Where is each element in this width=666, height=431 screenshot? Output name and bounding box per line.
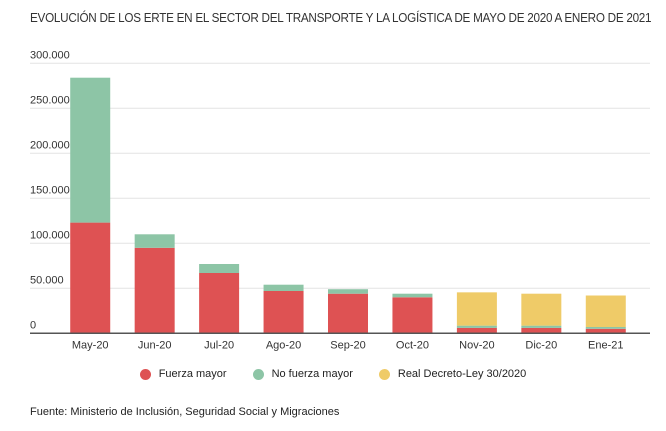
bar-real-decreto-ley-30-2020 (585, 295, 626, 327)
legend-swatch (252, 368, 264, 380)
bar-no-fuerza-mayor (328, 289, 368, 294)
bar-fuerza-mayor (263, 291, 304, 334)
bar-fuerza-mayor (328, 293, 368, 334)
y-tick-label: 50.000 (30, 274, 64, 286)
bar-fuerza-mayor (134, 247, 175, 334)
bar-fuerza-mayor (199, 273, 240, 334)
bar-no-fuerza-mayor (585, 327, 626, 329)
x-tick-label: Dic-20 (525, 339, 557, 351)
bar-no-fuerza-mayor (456, 325, 497, 328)
legend-label: Fuerza mayor (158, 368, 227, 380)
legend-label: Real Decreto-Ley 30/2020 (397, 368, 527, 380)
x-tick-label: Jun-20 (138, 339, 172, 351)
bar-no-fuerza-mayor (392, 293, 433, 298)
legend: Fuerza mayor No fuerza mayor Real Decreto-… (0, 368, 666, 380)
x-tick-label: Nov-20 (459, 339, 494, 351)
x-tick-label: Ago-20 (266, 339, 301, 351)
bar-fuerza-mayor (392, 297, 433, 334)
y-tick-label: 200.000 (30, 139, 70, 151)
x-tick-label: Ene-21 (588, 339, 623, 351)
y-tick-label: 0 (30, 319, 36, 331)
bar-fuerza-mayor (70, 222, 111, 334)
legend-swatch (139, 368, 151, 380)
y-tick-label: 250.000 (30, 94, 70, 106)
y-tick-label: 100.000 (30, 229, 70, 241)
bar-real-decreto-ley-30-2020 (521, 293, 562, 326)
bar-no-fuerza-mayor (199, 264, 240, 273)
bar-no-fuerza-mayor (70, 77, 111, 223)
y-tick-label: 150.000 (30, 184, 70, 196)
x-tick-label: May-20 (72, 339, 109, 351)
legend-swatch (378, 368, 390, 380)
bar-fuerza-mayor (456, 327, 497, 334)
bar-fuerza-mayor (585, 328, 626, 334)
x-tick-label: Oct-20 (396, 339, 429, 351)
legend-item: No fuerza mayor (252, 368, 353, 380)
source-note: Fuente: Ministerio de Inclusión, Segurid… (30, 406, 340, 418)
bar-real-decreto-ley-30-2020 (456, 292, 497, 326)
bar-fuerza-mayor (521, 327, 562, 334)
bar-no-fuerza-mayor (263, 284, 304, 291)
bar-no-fuerza-mayor (134, 234, 175, 248)
x-tick-label: Sep-20 (330, 339, 365, 351)
y-tick-label: 300.000 (30, 49, 70, 61)
stacked-bar-chart: 0 50.000 100.000 150.000 200.000 250.000 300.0… (30, 49, 650, 351)
legend-label: No fuerza mayor (271, 368, 353, 380)
legend-item: Real Decreto-Ley 30/2020 (378, 368, 527, 380)
chart-title: EVOLUCIÓN DE LOS ERTE EN EL SECTOR DEL T… (30, 10, 652, 25)
legend-item: Fuerza mayor (139, 368, 227, 380)
x-tick-label: Jul-20 (204, 339, 234, 351)
bar-no-fuerza-mayor (521, 325, 562, 328)
